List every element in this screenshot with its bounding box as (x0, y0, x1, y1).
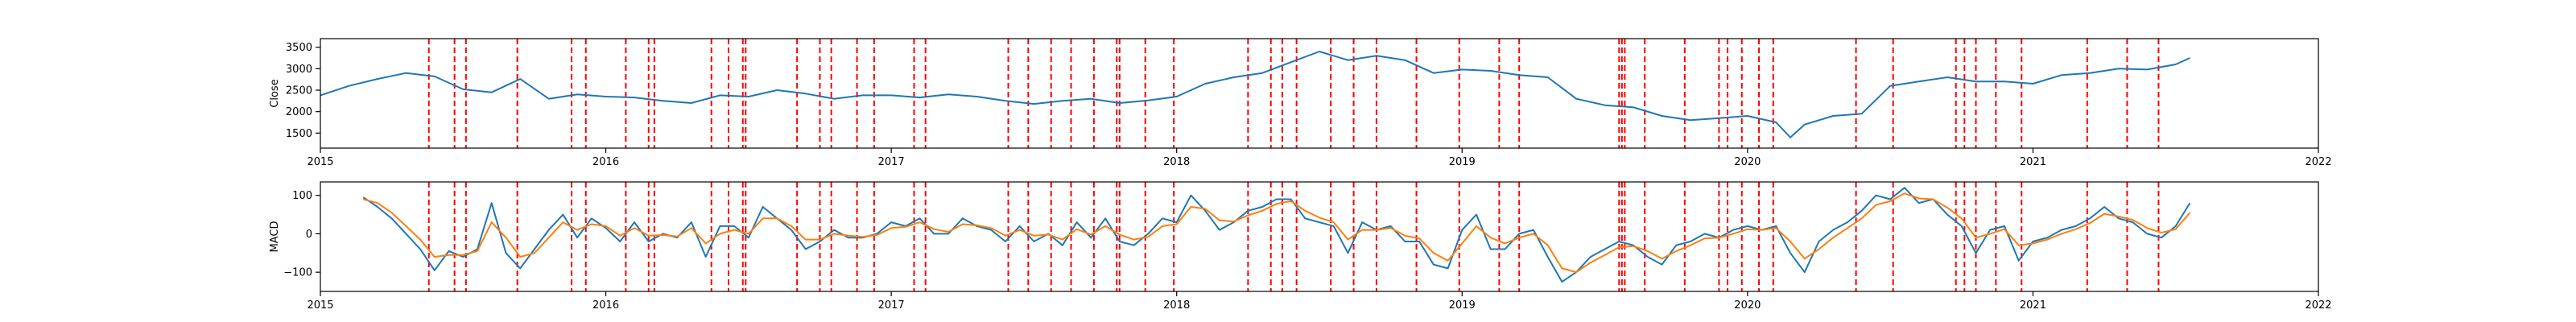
x-tick-label: 2019 (1449, 156, 1476, 168)
x-tick-label: 2021 (2020, 299, 2046, 312)
x-tick-label: 2022 (2305, 299, 2331, 312)
y-axis-label: MACD (269, 221, 281, 253)
y-tick-label: 2500 (286, 85, 312, 97)
x-tick-label: 2015 (307, 299, 333, 312)
x-tick-label: 2022 (2305, 156, 2331, 168)
x-tick-label: 2020 (1734, 156, 1761, 168)
y-axis-label: Close (269, 79, 281, 107)
plot-area (320, 39, 2190, 148)
x-tick-label: 2018 (1163, 299, 1190, 312)
close-series-line (320, 51, 2190, 138)
x-tick-label: 2015 (307, 156, 333, 168)
panel-macd: 2015 2016 2017 2018 2019 2020 2021 2022 −100 0 100… (269, 181, 2332, 312)
x-tick-label: 2016 (592, 299, 619, 312)
x-tick-label: 2020 (1734, 299, 1761, 312)
y-tick-label: −100 (283, 267, 312, 279)
x-tick-label: 2017 (878, 299, 905, 312)
plot-area (362, 182, 2191, 291)
x-tick-label: 2017 (878, 156, 905, 168)
y-tick-label: 2000 (286, 106, 312, 118)
plot-frame (320, 38, 2319, 149)
y-tick-label: 3000 (286, 64, 312, 76)
y-tick-label: 3500 (286, 42, 312, 54)
x-tick-label: 2016 (592, 156, 619, 168)
x-tick-label: 2019 (1449, 299, 1476, 312)
y-tick-label: 0 (306, 229, 312, 241)
panel-close: 2015 2016 2017 2018 2019 2020 2021 2022 1500 2000… (269, 38, 2332, 168)
y-tick-label: 100 (292, 190, 312, 202)
plot-frame (320, 181, 2319, 292)
y-tick-label: 1500 (286, 128, 312, 140)
signal-series-line (362, 192, 2191, 274)
x-tick-label: 2021 (2020, 156, 2046, 168)
chart-panels: 2015 2016 2017 2018 2019 2020 2021 2022 1500 2000… (269, 38, 2332, 312)
x-tick-label: 2018 (1163, 156, 1190, 168)
